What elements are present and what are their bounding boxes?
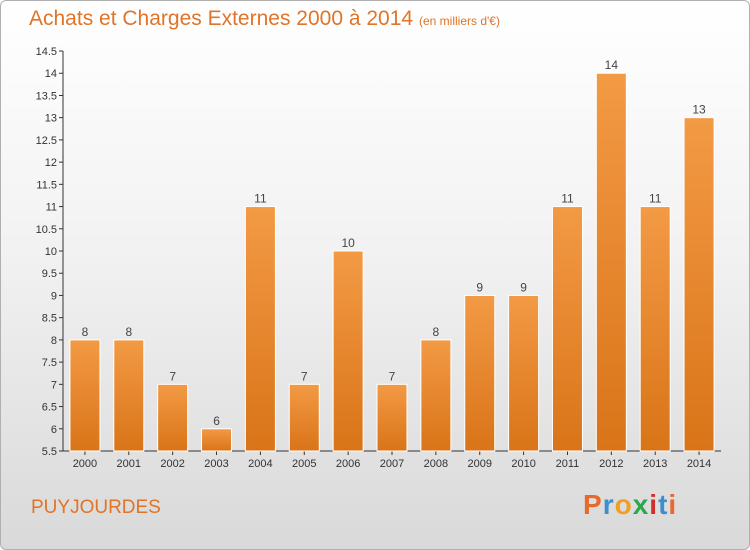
logo-letter: P bbox=[583, 489, 603, 520]
x-tick-label-2005: 2005 bbox=[292, 458, 316, 470]
value-label-2009: 9 bbox=[476, 280, 483, 294]
value-label-2004: 11 bbox=[254, 192, 267, 206]
x-tick-label-2006: 2006 bbox=[336, 458, 360, 470]
bar-2014 bbox=[683, 117, 715, 452]
value-label-2003: 6 bbox=[213, 414, 220, 428]
x-tick-label-2008: 2008 bbox=[424, 458, 448, 470]
y-tick-label: 6.5 bbox=[42, 402, 57, 414]
y-tick-label: 5.5 bbox=[42, 446, 57, 458]
bar-2006 bbox=[332, 250, 364, 452]
bar-2005 bbox=[288, 383, 320, 452]
value-label-2011: 11 bbox=[561, 192, 574, 206]
value-label-2006: 10 bbox=[341, 236, 355, 250]
logo-letter: i bbox=[649, 489, 659, 520]
y-tick-label: 14 bbox=[45, 68, 57, 80]
bar-2009 bbox=[464, 294, 496, 452]
bar-2004 bbox=[244, 206, 276, 452]
x-tick-label-2010: 2010 bbox=[511, 458, 535, 470]
y-tick-label: 9 bbox=[51, 290, 57, 302]
value-label-2012: 14 bbox=[605, 58, 619, 72]
chart-bars: 8 8 7 6 11 7 10 7 8 9 9 11 14 11 13 bbox=[69, 58, 715, 452]
value-label-2000: 8 bbox=[82, 325, 89, 339]
value-label-2007: 7 bbox=[389, 369, 396, 383]
y-tick-label: 10.5 bbox=[36, 224, 57, 236]
bar-2002 bbox=[157, 383, 189, 452]
logo-letter: r bbox=[602, 489, 615, 520]
value-label-2013: 11 bbox=[649, 192, 662, 206]
bar-2001 bbox=[113, 339, 145, 452]
logo-letter: i bbox=[668, 489, 678, 520]
y-tick-label: 7.5 bbox=[42, 357, 57, 369]
y-tick-label: 6 bbox=[51, 424, 57, 436]
y-tick-label: 13.5 bbox=[36, 90, 57, 102]
x-tick-label-2000: 2000 bbox=[73, 458, 97, 470]
bar-2003 bbox=[201, 428, 233, 452]
bar-2007 bbox=[376, 383, 408, 452]
y-tick-label: 10 bbox=[45, 246, 57, 258]
x-tick-label-2004: 2004 bbox=[248, 458, 272, 470]
value-label-2002: 7 bbox=[169, 369, 176, 383]
x-tick-label-2013: 2013 bbox=[643, 458, 667, 470]
chart-title: Achats et Charges Externes 2000 à 2014 bbox=[29, 7, 414, 30]
y-tick-label: 7 bbox=[51, 379, 57, 391]
x-tick-label-2001: 2001 bbox=[117, 458, 141, 470]
proxiti-logo: Proxiti bbox=[583, 489, 677, 521]
y-tick-label: 8 bbox=[51, 335, 57, 347]
y-tick-label: 12 bbox=[45, 157, 57, 169]
logo-letter: o bbox=[614, 489, 633, 520]
bar-2011 bbox=[551, 206, 583, 452]
chart-unit: (en milliers d'€) bbox=[419, 14, 500, 28]
logo-letter: x bbox=[632, 489, 650, 520]
x-tick-label-2009: 2009 bbox=[467, 458, 491, 470]
value-label-2008: 8 bbox=[433, 325, 440, 339]
bar-2012 bbox=[595, 72, 627, 452]
y-tick-label: 11.5 bbox=[36, 179, 57, 191]
x-tick-label-2003: 2003 bbox=[204, 458, 228, 470]
bar-2008 bbox=[420, 339, 452, 452]
y-tick-label: 14.5 bbox=[36, 46, 57, 58]
y-tick-label: 11 bbox=[46, 202, 57, 214]
value-label-2014: 13 bbox=[692, 103, 706, 117]
logo-letter: t bbox=[658, 489, 669, 520]
commune-name: PUYJOURDES bbox=[31, 497, 161, 518]
value-label-2010: 9 bbox=[520, 280, 527, 294]
value-label-2005: 7 bbox=[301, 369, 308, 383]
x-tick-label-2007: 2007 bbox=[380, 458, 404, 470]
y-tick-label: 8.5 bbox=[42, 313, 57, 325]
x-tick-label-2011: 2011 bbox=[556, 458, 580, 470]
value-label-2001: 8 bbox=[125, 325, 132, 339]
x-tick-label-2014: 2014 bbox=[687, 458, 711, 470]
x-tick-label-2002: 2002 bbox=[160, 458, 184, 470]
bar-2010 bbox=[508, 294, 540, 452]
y-tick-label: 13 bbox=[45, 113, 57, 125]
x-tick-label-2012: 2012 bbox=[599, 458, 623, 470]
bar-2000 bbox=[69, 339, 101, 452]
y-tick-label: 12.5 bbox=[36, 135, 57, 147]
bar-2013 bbox=[639, 206, 671, 452]
y-tick-label: 9.5 bbox=[42, 268, 57, 280]
